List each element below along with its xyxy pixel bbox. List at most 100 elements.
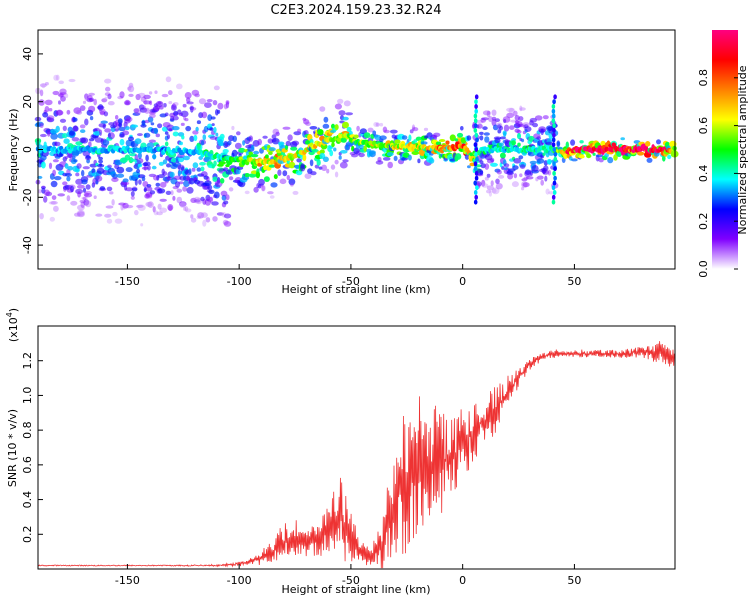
spectrogram-cell [519, 164, 526, 170]
spectrogram-cell [545, 188, 550, 195]
spectrogram-cell [479, 160, 484, 165]
spectrogram-cell [218, 161, 226, 165]
spectrogram-cell [73, 159, 78, 163]
spectrogram-streak-cell [551, 113, 556, 119]
spectrogram-streak-cell [553, 94, 557, 100]
spectrogram-cell [145, 193, 153, 199]
spectrogram-cell [571, 158, 578, 162]
spectrogram-cell [563, 153, 568, 160]
spectrogram-cell [46, 129, 51, 137]
spectrogram-cell [107, 101, 115, 106]
spectrogram-cell [184, 92, 192, 99]
spectrogram-cell [41, 186, 46, 189]
spectrogram-cell [157, 123, 163, 129]
spectrogram-streak-cell [552, 190, 557, 195]
spectrogram-cell [257, 138, 263, 146]
spectrogram-cell [529, 117, 537, 123]
spectrogram-cell [112, 211, 118, 217]
snr-y-multiplier-exponent: 4 [5, 312, 14, 317]
spectrogram-cell [481, 117, 489, 121]
spectrogram-cell [143, 161, 151, 167]
spectrogram-cell [125, 204, 134, 209]
spectrogram-cell [194, 93, 200, 98]
spectrogram-cell [181, 135, 185, 140]
spectrogram-cell [482, 126, 488, 131]
spectrogram-cell [356, 125, 360, 132]
spectrogram-cell [524, 126, 532, 132]
snr-plot-area [38, 326, 675, 569]
spectrogram-cell [122, 202, 129, 209]
spectrogram-cell [367, 127, 374, 133]
spectrogram-cell [116, 166, 125, 174]
spectrogram-cell [118, 126, 126, 132]
spectrogram-cell [498, 142, 504, 147]
spectrogram-cell [383, 129, 390, 134]
spectrogram-cell [157, 174, 165, 179]
spectrogram-cell [171, 126, 180, 131]
spectrogram-cell [154, 90, 158, 94]
spectrogram-cell [302, 154, 307, 162]
spectrogram-cell [184, 118, 189, 122]
spectrogram-cell [456, 132, 464, 138]
spectrogram-cell [155, 133, 160, 138]
spectrogram-cell [70, 185, 74, 193]
spectrogram-x-label: Height of straight line (km) [281, 283, 430, 296]
spectrogram-cell [275, 131, 280, 137]
spectrogram-cell [119, 138, 125, 146]
spectrogram-cell [80, 137, 89, 144]
spectrogram-cell [66, 109, 71, 115]
spectrogram-cell [206, 176, 210, 182]
spectrogram-cell [57, 193, 65, 197]
spectrogram-streak-cell [474, 108, 479, 114]
spectrogram-cell [544, 175, 548, 182]
spectrogram-cell [168, 90, 173, 96]
spectrogram-cell [592, 152, 596, 156]
spectrogram-cell [85, 155, 91, 159]
spectrogram-cell [467, 165, 471, 169]
spectrogram-cell [149, 100, 153, 106]
spectrogram-cell [518, 155, 524, 160]
spectrogram-cell [95, 213, 103, 217]
spectrogram-x-tick-label: 50 [567, 275, 581, 288]
spectrogram-cell [484, 136, 490, 143]
spectrogram-cell [334, 103, 342, 110]
spectrogram-cell [607, 156, 614, 164]
spectrogram-cell [41, 185, 46, 189]
spectrogram-cell [481, 179, 486, 187]
spectrogram-cell [162, 171, 168, 176]
spectrogram-cell [265, 154, 269, 159]
spectrogram-cell [193, 196, 201, 204]
spectrogram-cell [503, 124, 510, 132]
spectrogram-cell [253, 186, 259, 193]
spectrogram-cell [50, 133, 58, 140]
spectrogram-streak-cell [473, 127, 478, 133]
spectrogram-cell [311, 149, 319, 153]
spectrogram-cell [72, 155, 76, 160]
spectrogram-cell [143, 100, 152, 105]
spectrogram-cell [172, 195, 176, 201]
spectrogram-cell [238, 147, 246, 153]
spectrogram-cell [267, 191, 274, 195]
spectrogram-cell [106, 186, 113, 192]
spectrogram-cell [537, 175, 544, 180]
spectrogram-cell [219, 133, 225, 140]
spectrogram-cell [545, 141, 554, 146]
spectrogram-cell [145, 186, 153, 192]
spectrogram-cell [411, 151, 420, 155]
spectrogram-cell [379, 122, 384, 127]
spectrogram-cell [146, 142, 155, 149]
spectrogram-cell [121, 181, 130, 186]
spectrogram-cell [83, 199, 90, 206]
spectrogram-cell [95, 175, 103, 182]
spectrogram-cell [310, 171, 317, 176]
spectrogram-cell [85, 184, 91, 190]
spectrogram-cell [411, 126, 416, 130]
spectrogram-cell [542, 170, 550, 175]
spectrogram-cell [172, 131, 179, 137]
spectrogram-cell [542, 152, 546, 156]
spectrogram-cell [667, 154, 672, 160]
spectrogram-cell [503, 131, 507, 137]
spectrogram-cell [178, 181, 184, 185]
spectrogram-cell [186, 186, 194, 194]
spectrogram-cell [504, 167, 509, 171]
